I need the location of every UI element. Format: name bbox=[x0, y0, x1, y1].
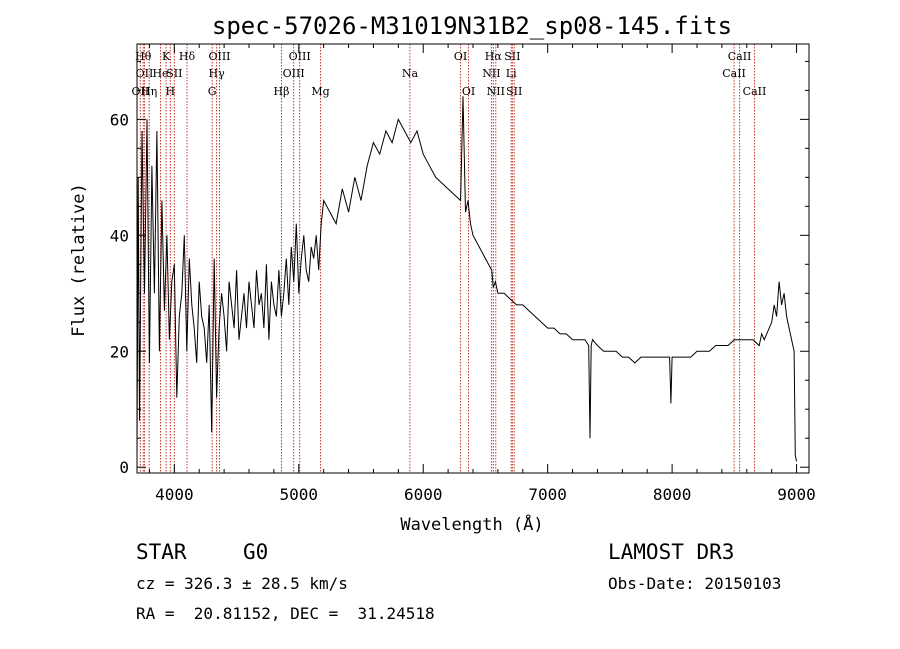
line-label-20: Hα bbox=[485, 50, 503, 63]
line-label-5: K bbox=[162, 50, 171, 63]
object-class: STAR bbox=[136, 540, 187, 564]
spectral-line-labels: OIIHθOIIHηHeKHSIIHδGHγOIIIHβOIIIOIIIMgNa… bbox=[132, 50, 767, 98]
y-tick-label-3: 60 bbox=[110, 110, 129, 129]
line-label-18: OI bbox=[462, 85, 475, 98]
x-axis-ticks: 4000 5000 6000 7000 8000 9000 bbox=[148, 44, 816, 504]
y-tick-label-1: 20 bbox=[110, 342, 129, 361]
line-label-6: H bbox=[166, 85, 176, 98]
line-label-26: CaII bbox=[728, 50, 752, 63]
line-label-15: Mg bbox=[311, 85, 329, 98]
chart-title: spec-57026-M31019N31B2_sp08-145.fits bbox=[212, 12, 732, 40]
line-label-22: Li bbox=[506, 67, 517, 80]
y-tick-label-0: 0 bbox=[119, 458, 129, 477]
line-label-2: OII bbox=[136, 67, 154, 80]
spectral-line-markers bbox=[139, 44, 755, 473]
coordinates: RA = 20.81152, DEC = 31.24518 bbox=[136, 604, 435, 623]
x-tick-label-3: 7000 bbox=[528, 485, 567, 504]
obs-date: Obs-Date: 20150103 bbox=[608, 574, 782, 593]
x-axis-label: Wavelength (Å) bbox=[400, 513, 543, 535]
line-label-19: NII bbox=[482, 67, 500, 80]
x-tick-label-0: 4000 bbox=[155, 485, 194, 504]
line-label-25: CaII bbox=[722, 67, 746, 80]
line-label-0: OII bbox=[132, 85, 150, 98]
x-tick-label-2: 6000 bbox=[404, 485, 443, 504]
plot-frame bbox=[136, 43, 810, 474]
line-label-3: Hη bbox=[141, 85, 157, 98]
line-label-17: OI bbox=[454, 50, 467, 63]
line-label-14: OIII bbox=[289, 50, 311, 63]
line-label-23: SII bbox=[504, 50, 520, 63]
line-label-4: He bbox=[152, 67, 168, 80]
line-label-16: Na bbox=[402, 67, 419, 80]
line-label-10: Hγ bbox=[209, 67, 226, 80]
line-label-13: OIII bbox=[283, 67, 305, 80]
line-label-11: OIII bbox=[208, 50, 230, 63]
line-label-12: Hβ bbox=[274, 85, 290, 98]
line-label-21: NII bbox=[487, 85, 505, 98]
spectrum-line bbox=[136, 96, 798, 462]
survey-name: LAMOST DR3 bbox=[608, 540, 735, 564]
line-label-9: G bbox=[208, 85, 217, 98]
line-label-7: SII bbox=[166, 67, 182, 80]
line-label-27: CaII bbox=[743, 85, 767, 98]
x-tick-label-1: 5000 bbox=[280, 485, 319, 504]
y-axis-label: Flux (relative) bbox=[69, 183, 89, 337]
line-label-8: Hδ bbox=[179, 50, 196, 63]
x-tick-label-5: 9000 bbox=[777, 485, 816, 504]
y-tick-label-2: 40 bbox=[110, 226, 129, 245]
x-tick-label-4: 8000 bbox=[653, 485, 692, 504]
line-label-1: Hθ bbox=[135, 50, 152, 63]
redshift-cz: cz = 326.3 ± 28.5 km/s bbox=[136, 574, 348, 593]
object-subclass: G0 bbox=[243, 540, 269, 564]
line-label-24: SII bbox=[506, 85, 522, 98]
y-axis-ticks: 0 20 40 60 bbox=[110, 60, 809, 477]
